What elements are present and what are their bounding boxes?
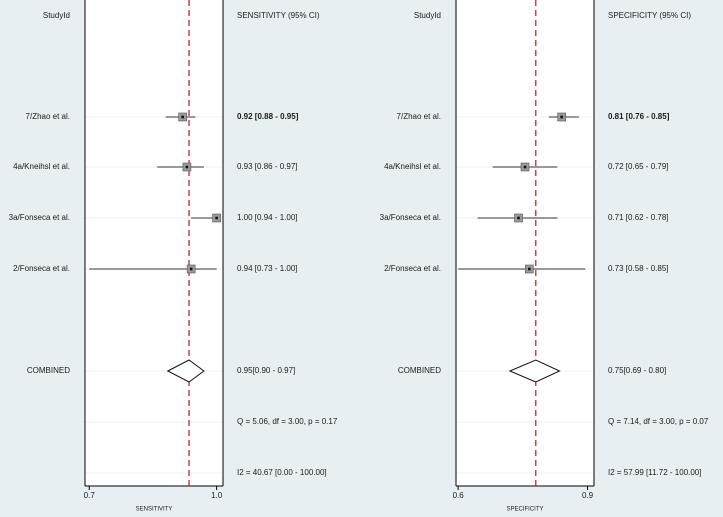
study-header: StudyId — [414, 11, 441, 20]
q-statistic: Q = 5.06, df = 3.00, p = 0.17 — [237, 417, 338, 426]
estimate-label: 0.92 [0.88 - 0.95] — [237, 112, 299, 121]
point-marker — [560, 115, 563, 119]
combined-diamond — [508, 359, 561, 383]
i2-statistic: I2 = 40.67 [0.00 - 100.00] — [237, 468, 327, 477]
study-label: 4a/Kneihsl et al. — [13, 162, 70, 171]
plot-area-sensitivity — [85, 0, 223, 486]
point-marker — [189, 267, 193, 271]
combined-estimate-label: 0.95[0.90 - 0.97] — [237, 366, 295, 375]
study-label: 3a/Fonseca et al. — [380, 213, 441, 222]
combined-estimate-label: 0.75[0.69 - 0.80] — [608, 366, 666, 375]
point-marker — [517, 216, 520, 220]
study-label: 4a/Kneihsl et al. — [384, 162, 441, 171]
estimate-header: SENSITIVITY (95% CI) — [237, 11, 320, 20]
x-axis-label: SENSITIVITY — [136, 507, 173, 513]
study-header: StudyId — [43, 11, 70, 20]
combined-label: COMBINED — [398, 366, 441, 375]
plot-area-specificity — [456, 0, 594, 486]
point-marker — [528, 267, 531, 271]
estimate-label: 0.93 [0.86 - 0.97] — [237, 162, 298, 171]
study-label: 3a/Fonseca et al. — [9, 213, 70, 222]
combined-label: COMBINED — [27, 366, 70, 375]
study-label: 2/Fonseca et al. — [13, 264, 70, 273]
x-tick-label: 0.7 — [84, 491, 96, 500]
estimate-label: 0.94 [0.73 - 1.00] — [237, 264, 298, 273]
estimate-header: SPECIFICITY (95% CI) — [608, 11, 691, 20]
study-label: 7/Zhao et al. — [397, 112, 441, 121]
combined-diamond — [166, 359, 205, 383]
i2-statistic: I2 = 57.99 [11.72 - 100.00] — [608, 468, 701, 477]
estimate-label: 0.71 [0.62 - 0.78] — [608, 213, 669, 222]
x-tick-label: 0.6 — [453, 491, 465, 500]
point-marker — [215, 216, 218, 220]
point-marker — [181, 115, 184, 119]
q-statistic: Q = 7.14, df = 3.00, p = 0.07 — [608, 417, 709, 426]
study-label: 7/Zhao et al. — [26, 112, 70, 121]
estimate-label: 1.00 [0.94 - 1.00] — [237, 213, 298, 222]
x-axis-label: SPECIFICITY — [506, 507, 543, 513]
point-marker — [523, 165, 527, 169]
x-tick-label: 0.9 — [582, 491, 594, 500]
estimate-label: 0.81 [0.76 - 0.85] — [608, 112, 670, 121]
x-tick-label: 1.0 — [211, 491, 223, 500]
estimate-label: 0.73 [0.58 - 0.85] — [608, 264, 669, 273]
study-label: 2/Fonseca et al. — [384, 264, 441, 273]
estimate-label: 0.72 [0.65 - 0.79] — [608, 162, 669, 171]
point-marker — [185, 165, 189, 169]
